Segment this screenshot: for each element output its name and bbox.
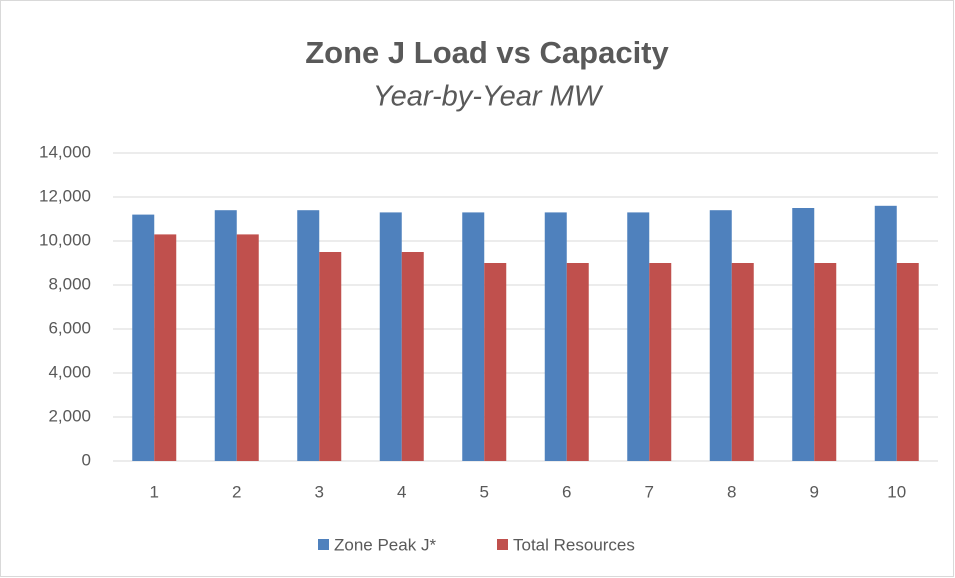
x-tick-label: 5 (480, 482, 489, 501)
x-tick-label: 9 (810, 482, 819, 501)
y-tick-label: 6,000 (48, 318, 91, 337)
y-tick-label: 10,000 (39, 230, 91, 249)
x-tick-label: 8 (727, 482, 736, 501)
x-tick-label: 6 (562, 482, 571, 501)
y-tick-label: 0 (82, 450, 91, 469)
legend-label: Zone Peak J* (334, 535, 436, 554)
x-tick-label: 1 (150, 482, 159, 501)
legend-swatch (318, 539, 329, 550)
bar (401, 252, 424, 461)
y-tick-label: 14,000 (39, 142, 91, 161)
bar (462, 212, 485, 461)
bar (709, 210, 732, 461)
y-tick-label: 12,000 (39, 186, 91, 205)
x-tick-label: 10 (887, 482, 906, 501)
bar (814, 263, 837, 461)
bar (566, 263, 589, 461)
bar (132, 214, 155, 461)
bar (544, 212, 567, 461)
bar (484, 263, 507, 461)
x-tick-label: 4 (397, 482, 406, 501)
bar (236, 234, 259, 461)
bar (379, 212, 402, 461)
bar (731, 263, 754, 461)
chart-subtitle: Year-by-Year MW (373, 81, 604, 113)
bar (319, 252, 342, 461)
bar (154, 234, 177, 461)
legend-swatch (497, 539, 508, 550)
x-tick-label: 7 (645, 482, 654, 501)
bar (792, 208, 815, 461)
bar (214, 210, 237, 461)
bar (627, 212, 650, 461)
bar (297, 210, 320, 461)
x-tick-label: 2 (232, 482, 241, 501)
y-tick-label: 8,000 (48, 274, 91, 293)
chart-title: Zone J Load vs Capacity (305, 35, 669, 70)
legend-label: Total Resources (513, 535, 635, 554)
y-tick-label: 2,000 (48, 406, 91, 425)
y-tick-label: 4,000 (48, 362, 91, 381)
x-tick-label: 3 (315, 482, 324, 501)
bar (896, 263, 919, 461)
bar (649, 263, 672, 461)
bar (874, 205, 897, 461)
